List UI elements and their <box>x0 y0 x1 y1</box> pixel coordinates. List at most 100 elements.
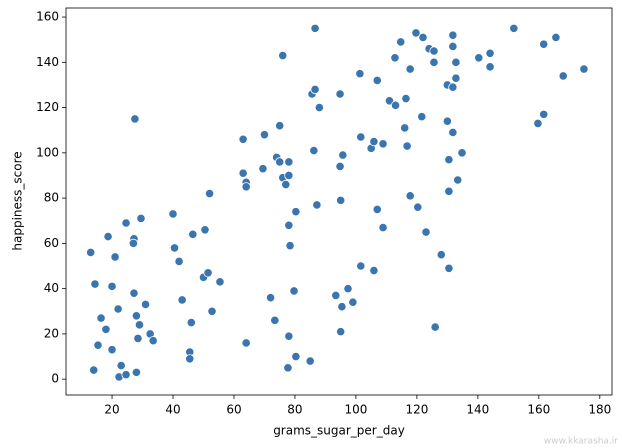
point <box>474 53 484 63</box>
point <box>107 281 117 291</box>
point <box>278 50 288 61</box>
point <box>378 222 388 233</box>
point <box>93 340 103 350</box>
point <box>90 279 100 289</box>
x-tick-label: 20 <box>104 403 119 417</box>
point <box>579 64 589 74</box>
point <box>186 317 196 328</box>
point <box>337 302 347 312</box>
point <box>551 32 561 43</box>
point <box>96 313 106 323</box>
point <box>418 32 428 43</box>
point <box>372 204 382 215</box>
point <box>430 322 440 332</box>
y-tick-label: 20 <box>44 326 59 340</box>
point <box>509 23 519 33</box>
watermark: www.kkarasha.ir <box>544 437 618 447</box>
point <box>203 268 213 278</box>
point <box>169 243 180 253</box>
point <box>121 370 131 380</box>
point <box>204 188 215 199</box>
point <box>284 331 294 341</box>
plot-frame <box>65 7 613 396</box>
point <box>215 277 225 287</box>
point <box>136 213 146 224</box>
point <box>291 207 301 217</box>
x-tick-label: 80 <box>287 403 302 417</box>
point <box>444 186 454 196</box>
point <box>539 109 549 119</box>
point <box>131 311 142 321</box>
point <box>289 286 299 296</box>
y-tick-label: 120 <box>36 100 59 114</box>
point <box>335 161 345 172</box>
point <box>457 148 467 158</box>
y-tick-label: 80 <box>44 191 59 205</box>
point <box>207 306 217 316</box>
point <box>331 290 341 301</box>
point <box>405 64 415 74</box>
point <box>128 238 138 248</box>
point <box>121 218 131 228</box>
point <box>174 256 184 267</box>
point <box>131 367 142 377</box>
point <box>396 37 406 47</box>
point <box>283 363 293 373</box>
point <box>134 320 145 330</box>
point <box>335 89 345 99</box>
point <box>275 157 285 167</box>
point <box>448 127 458 138</box>
point <box>485 62 495 72</box>
point <box>284 157 294 167</box>
point <box>129 288 139 298</box>
point <box>265 293 276 303</box>
point <box>113 304 123 314</box>
point <box>355 69 365 79</box>
point <box>356 261 366 271</box>
point <box>448 30 458 40</box>
point <box>348 297 358 307</box>
point <box>405 191 415 201</box>
point <box>436 250 446 260</box>
point <box>309 145 319 156</box>
point <box>241 182 251 192</box>
point <box>401 93 411 104</box>
point <box>336 195 346 205</box>
point <box>444 263 454 273</box>
point <box>284 220 294 230</box>
y-tick-label: 60 <box>44 236 59 250</box>
point <box>411 28 421 38</box>
point <box>444 155 454 165</box>
point <box>336 327 346 337</box>
point <box>270 315 280 325</box>
point <box>86 247 96 258</box>
point <box>116 360 126 371</box>
point <box>310 84 320 95</box>
x-tick-label: 160 <box>527 403 550 417</box>
point <box>103 231 113 242</box>
point <box>413 202 423 212</box>
point <box>448 41 458 52</box>
point <box>338 150 348 160</box>
point <box>312 200 322 210</box>
point <box>384 96 395 106</box>
point <box>429 57 439 67</box>
point <box>285 241 295 251</box>
point <box>259 130 270 140</box>
point <box>140 299 151 310</box>
point <box>177 295 187 305</box>
point <box>372 75 382 86</box>
point <box>89 365 99 375</box>
point <box>200 225 210 235</box>
x-tick-label: 60 <box>226 403 241 417</box>
point <box>369 265 379 276</box>
x-axis-label: grams_sugar_per_day <box>273 424 405 438</box>
point <box>107 345 117 355</box>
x-tick-label: 120 <box>405 403 428 417</box>
point <box>539 39 549 49</box>
point <box>451 73 461 83</box>
point <box>400 123 410 133</box>
point <box>421 227 431 237</box>
point <box>533 118 543 129</box>
x-tick-label: 180 <box>588 403 611 417</box>
